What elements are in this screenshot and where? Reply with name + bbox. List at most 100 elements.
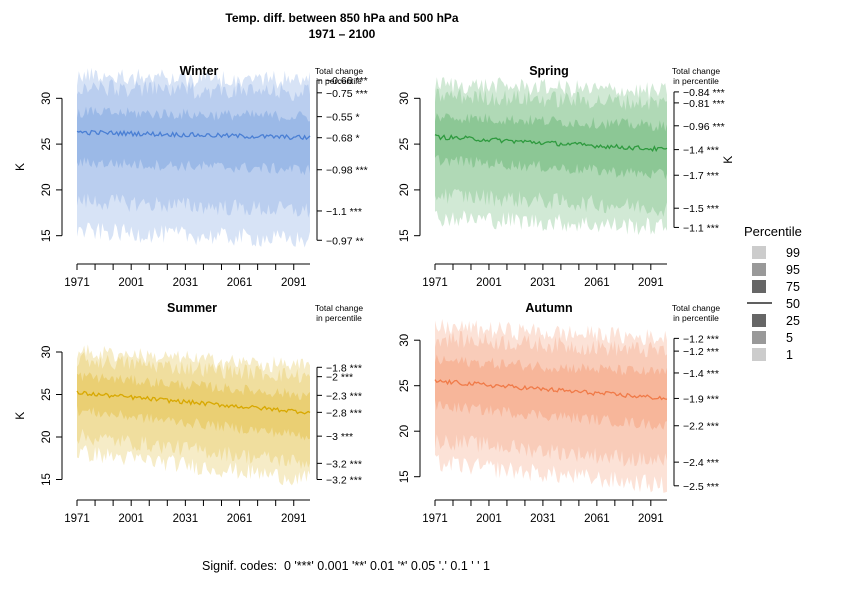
panel-title: Summer (167, 301, 217, 315)
y-tick-label: 30 (41, 92, 53, 105)
change-header: in percentile (673, 76, 719, 86)
legend-label: 75 (786, 280, 800, 294)
change-label: −1.7 *** (683, 170, 719, 182)
change-label: −2.5 *** (683, 481, 719, 493)
change-header: in percentile (316, 76, 362, 86)
panel-title: Spring (529, 64, 569, 78)
change-label: −1.5 *** (683, 203, 719, 215)
band-25-75 (435, 113, 667, 180)
y-axis-label-right: K (721, 156, 735, 164)
x-tick-label: 2031 (530, 277, 556, 289)
legend-label: 50 (786, 297, 800, 311)
change-label: −0.66 *** (326, 75, 368, 87)
band-25-75 (435, 354, 667, 430)
legend-swatch (752, 331, 766, 344)
legend-label: 99 (786, 246, 800, 260)
change-label: −0.75 *** (326, 88, 368, 100)
change-label: −3.2 *** (326, 458, 362, 470)
y-tick-label: 25 (41, 138, 53, 151)
legend-swatch (752, 246, 766, 259)
x-tick-label: 2031 (530, 513, 556, 525)
change-label: −1.4 *** (683, 368, 719, 380)
change-label: −0.98 *** (326, 165, 368, 177)
change-label: −1.4 *** (683, 145, 719, 157)
x-tick-label: 2091 (281, 277, 307, 289)
y-tick-label: 30 (399, 334, 411, 347)
change-label: −1.8 *** (326, 362, 362, 374)
y-tick-label: 25 (399, 138, 411, 151)
y-tick-label: 20 (41, 431, 53, 444)
change-label: −3 *** (326, 431, 353, 443)
change-label: −0.96 *** (683, 121, 725, 133)
legend-swatch (752, 263, 766, 276)
figure-title-line1: Temp. diff. between 850 hPa and 500 hPa (225, 11, 459, 25)
change-label: −0.97 ** (326, 235, 364, 247)
x-tick-label: 2091 (281, 513, 307, 525)
median-line (76, 129, 311, 141)
x-tick-label: 2091 (638, 277, 664, 289)
x-tick-label: 2061 (227, 277, 253, 289)
x-tick-label: 1971 (64, 277, 90, 289)
change-label: −0.55 * (326, 112, 360, 124)
change-label: −1.1 *** (326, 206, 362, 218)
panel-title: Autumn (525, 301, 572, 315)
legend-swatch (752, 348, 766, 361)
x-tick-label: 2001 (118, 277, 144, 289)
y-tick-label: 25 (399, 379, 411, 392)
x-tick-label: 2001 (476, 277, 502, 289)
x-tick-label: 2061 (584, 277, 610, 289)
panel-winter: Winter 15 20 25 30 K 1971 2001 2031 2061 2091 Total… (13, 64, 368, 289)
change-label: −0.68 * (326, 133, 360, 145)
x-tick-label: 2001 (476, 513, 502, 525)
change-label: −3.2 *** (326, 475, 362, 487)
x-tick-label: 2031 (173, 277, 199, 289)
y-tick-label: 15 (399, 470, 411, 483)
y-axis-label: K (13, 163, 27, 171)
change-header: Total change (315, 303, 363, 313)
change-label: −2.3 *** (326, 390, 362, 402)
panels: Winter 15 20 25 30 K 1971 2001 2031 2061 2091 Total… (13, 64, 735, 525)
change-label: −0.84 *** (683, 87, 725, 99)
median-line (434, 134, 668, 152)
x-tick-label: 1971 (422, 277, 448, 289)
change-label: −2.2 *** (683, 421, 719, 433)
x-tick-label: 2091 (638, 513, 664, 525)
x-tick-label: 2031 (173, 513, 199, 525)
band-25-75 (77, 106, 310, 176)
change-label: −1.1 *** (683, 222, 719, 234)
change-header: Total change (315, 66, 363, 76)
change-header: Total change (672, 303, 720, 313)
change-header: in percentile (673, 313, 719, 323)
median-line (434, 378, 668, 401)
legend-label: 5 (786, 331, 793, 345)
y-tick-label: 30 (41, 346, 53, 359)
change-label: −2 *** (326, 372, 353, 384)
change-header: in percentile (316, 313, 362, 323)
x-tick-label: 2001 (118, 513, 144, 525)
change-header: Total change (672, 66, 720, 76)
x-tick-label: 2061 (584, 513, 610, 525)
median-line (76, 390, 311, 415)
y-tick-label: 20 (399, 183, 411, 196)
x-tick-label: 1971 (64, 513, 90, 525)
change-label: −1.2 *** (683, 346, 719, 358)
change-label: −2.8 *** (326, 407, 362, 419)
legend-swatch (752, 280, 766, 293)
percentile-legend: Percentile 99 95 75 50 25 5 1 (744, 224, 802, 362)
y-tick-label: 20 (399, 425, 411, 438)
band-25-75 (77, 372, 310, 441)
y-axis-label: K (13, 412, 27, 420)
y-tick-label: 30 (399, 92, 411, 105)
figure-title-line2: 1971 – 2100 (309, 27, 376, 41)
panel-spring: Spring 15 20 25 30 1971 2001 2031 2061 2091 Total … (399, 64, 735, 289)
change-label: −1.2 *** (683, 333, 719, 345)
y-tick-label: 15 (41, 473, 53, 486)
change-label: −2.4 *** (683, 457, 719, 469)
panel-autumn: Autumn 15 20 25 30 1971 2001 2031 2061 2091 Total … (399, 301, 720, 525)
panel-summer: Summer 15 20 25 30 K 1971 2001 2031 2061 2091 Total… (13, 301, 363, 525)
change-label: −1.9 *** (683, 393, 719, 405)
legend-title: Percentile (744, 224, 802, 239)
legend-swatch (752, 314, 766, 327)
legend-label: 1 (786, 348, 793, 362)
y-tick-label: 25 (41, 388, 53, 401)
